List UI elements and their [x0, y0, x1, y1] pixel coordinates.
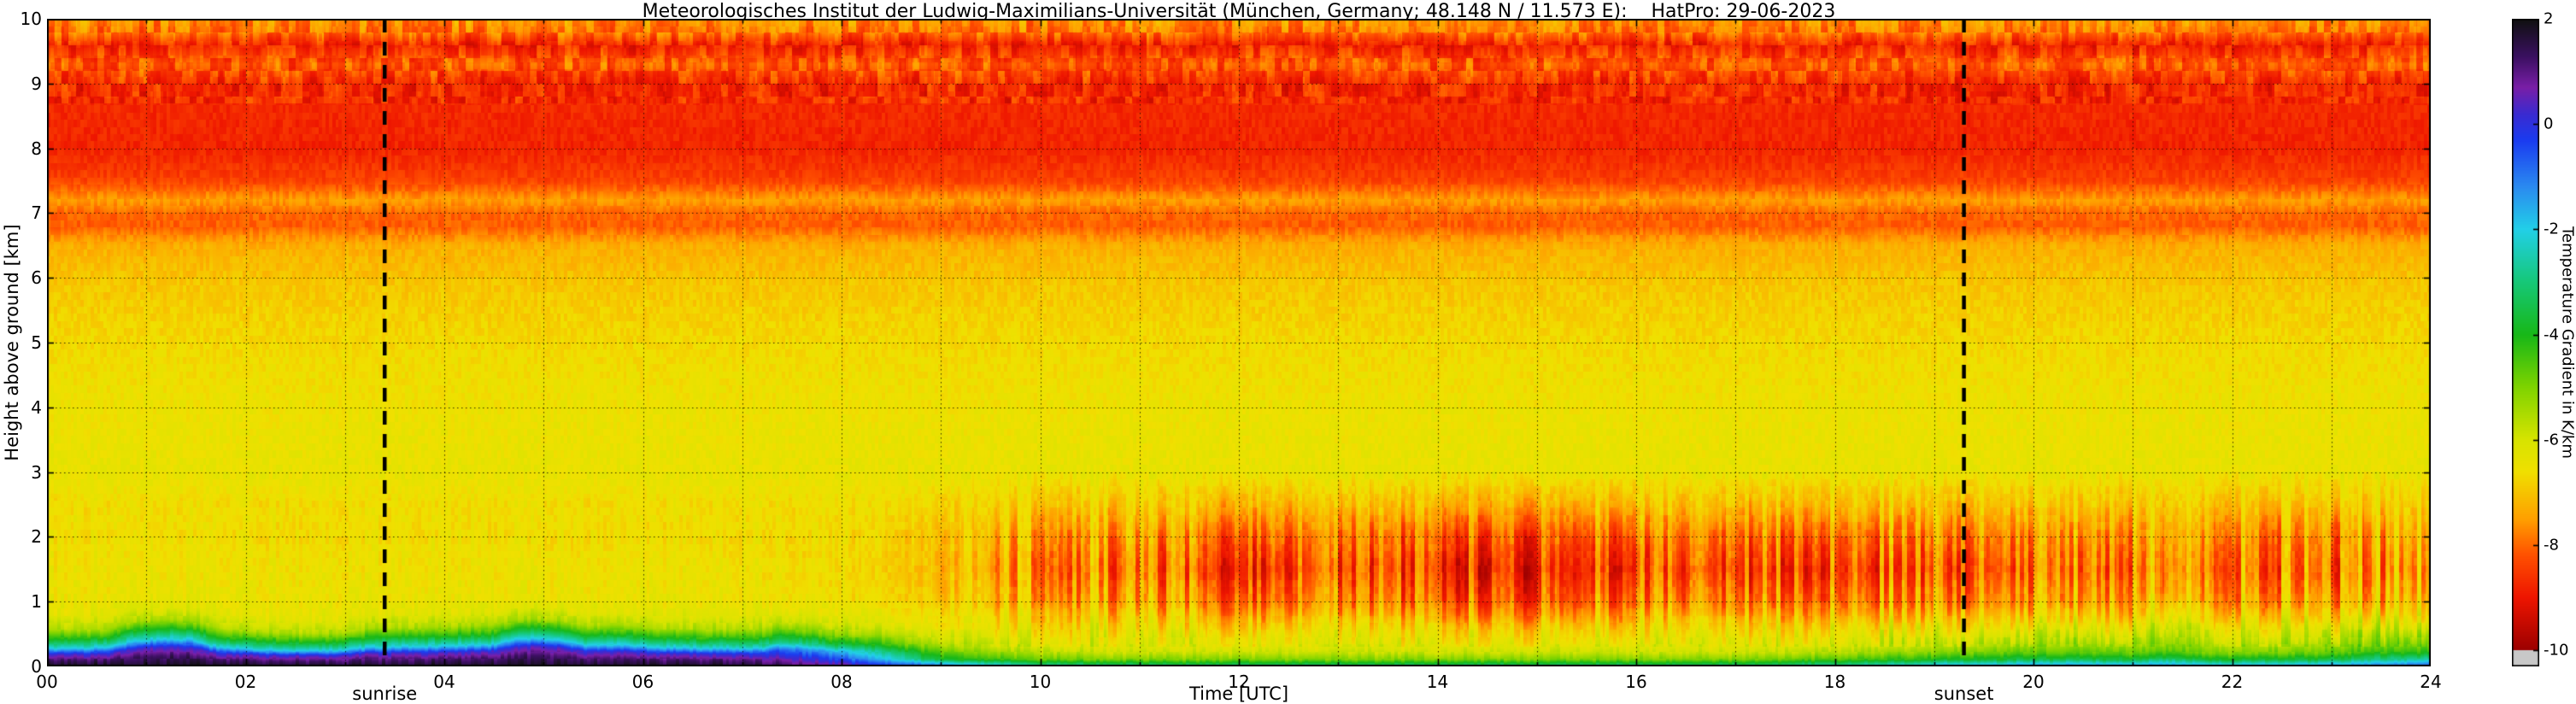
y-tick-label: 8: [31, 138, 42, 159]
y-tick-label: 6: [31, 267, 42, 289]
colorbar-tick-label: -4: [2544, 326, 2559, 343]
x-tick-label: 24: [2420, 672, 2442, 692]
x-tick-label: 04: [433, 672, 455, 692]
y-tick-label: 9: [31, 73, 42, 94]
x-axis-label: Time [UTC]: [1188, 683, 1289, 704]
x-tick-label: 00: [36, 672, 58, 692]
chart-title: Meteorologisches Institut der Ludwig-Max…: [642, 1, 1836, 22]
x-tick-label: 12: [1228, 672, 1250, 692]
colorbar-label: Temperature Gradient in K/km: [2558, 226, 2576, 459]
x-tick-label: 10: [1029, 672, 1052, 692]
y-tick-label: 0: [31, 656, 42, 677]
colorbar-tick-label: -10: [2544, 641, 2569, 660]
x-tick-label: 22: [2221, 672, 2244, 692]
x-tick-label: 20: [2022, 672, 2045, 692]
y-tick-label: 10: [20, 9, 42, 29]
x-tick-label: 06: [631, 672, 654, 692]
colorbar-tick-label: 2: [2544, 9, 2554, 28]
x-tick-label: 14: [1426, 672, 1449, 692]
colorbar-canvas: [2512, 19, 2539, 666]
sunrise-label: sunrise: [352, 683, 418, 704]
heatmap-canvas: [47, 19, 2431, 666]
colorbar-tick-label: -2: [2544, 220, 2559, 238]
y-tick-label: 2: [31, 526, 42, 548]
sunset-label: sunset: [1933, 683, 1994, 704]
x-tick-label: 08: [830, 672, 853, 692]
y-tick-label: 3: [31, 461, 42, 483]
x-tick-label: 16: [1625, 672, 1647, 692]
y-tick-label: 1: [31, 591, 42, 613]
x-tick-label: 18: [1823, 672, 1846, 692]
colorbar-tick-label: -8: [2544, 536, 2559, 554]
colorbar-tick-label: 0: [2544, 114, 2554, 133]
y-tick-label: 5: [31, 332, 42, 353]
x-tick-label: 02: [234, 672, 257, 692]
y-tick-label: 7: [31, 202, 42, 224]
colorbar-tick-label: -6: [2544, 431, 2559, 449]
y-tick-label: 4: [31, 396, 42, 418]
